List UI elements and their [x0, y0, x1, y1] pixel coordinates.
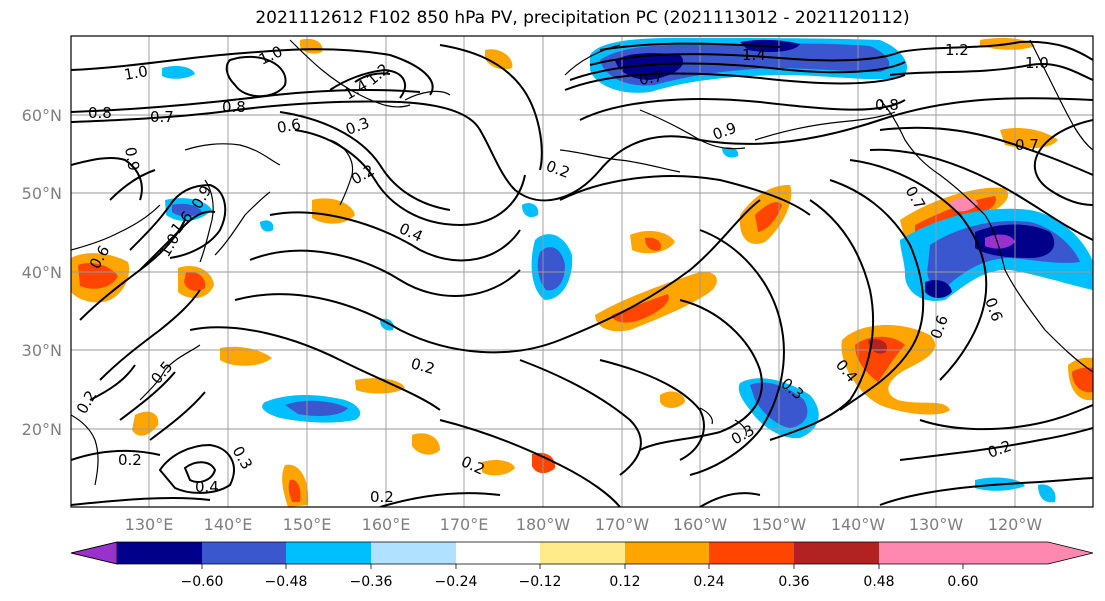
lon-label: 160°E	[362, 515, 411, 534]
lat-label: 20°N	[22, 420, 62, 439]
colorbar-segment	[709, 542, 794, 564]
lon-label: 120°W	[988, 515, 1043, 534]
lon-label: 160°W	[673, 515, 728, 534]
contour-label: 0.8	[88, 104, 112, 122]
contour-label: 0.7	[638, 67, 665, 89]
colorbar-segment	[371, 542, 456, 564]
colorbar-tick: −0.60	[181, 574, 224, 590]
lon-label: 130°W	[909, 515, 964, 534]
colorbar-tick: 0.36	[778, 574, 809, 590]
contour-label: 0.4	[195, 478, 219, 496]
contour-label: 0.7	[1015, 136, 1039, 154]
lon-label: 170°E	[440, 515, 489, 534]
colorbar-tick: −0.48	[265, 574, 308, 590]
colorbar-segment	[202, 542, 286, 564]
colorbar-tick: 0.48	[863, 574, 894, 590]
lon-label: 180°W	[516, 515, 571, 534]
colorbar-tick: 0.12	[609, 574, 640, 590]
pv-contours	[71, 40, 1093, 507]
coastlines	[71, 39, 1093, 486]
colorbar-tick: −0.24	[435, 574, 478, 590]
colorbar-tick: −0.36	[350, 574, 393, 590]
contour-label: 0.6	[276, 115, 303, 137]
lat-label: 60°N	[22, 106, 62, 125]
contour-label: 1.2	[945, 41, 969, 59]
map-title: 2021112612 F102 850 hPa PV, precipitatio…	[255, 8, 910, 28]
lat-label: 40°N	[22, 263, 62, 282]
lon-label: 130°E	[125, 515, 174, 534]
colorbar-segment	[625, 542, 709, 564]
latitude-labels: 60°N 50°N 40°N 30°N 20°N	[22, 106, 62, 439]
colorbar-tick: −0.12	[519, 574, 562, 590]
contour-label: 0.8	[222, 98, 246, 116]
gridlines	[71, 36, 1093, 507]
contour-label: 1.4	[742, 46, 766, 64]
contour-label: 0.7	[150, 108, 174, 126]
colorbar-segment	[879, 542, 963, 564]
contour-label: 1.0	[1025, 54, 1049, 72]
lon-label: 140°W	[831, 515, 886, 534]
longitude-labels: 130°E 140°E 150°E 160°E 170°E 180°W 170°…	[125, 515, 1043, 534]
lat-label: 30°N	[22, 341, 62, 360]
lon-label: 150°E	[283, 515, 332, 534]
contour-label: 0.8	[875, 96, 899, 114]
lon-label: 140°E	[204, 515, 253, 534]
colorbar: −0.60 −0.48 −0.36 −0.24 −0.12 0.12 0.24 …	[70, 541, 1094, 590]
colorbar-tick: 0.60	[947, 574, 978, 590]
colorbar-segment	[456, 542, 540, 564]
colorbar-tick: 0.24	[693, 574, 724, 590]
colorbar-segment	[794, 542, 879, 564]
lon-label: 170°W	[595, 515, 650, 534]
contour-label: 0.2	[409, 354, 437, 378]
contour-label: 0.9	[121, 146, 143, 173]
colorbar-segment	[286, 542, 371, 564]
colorbar-segment	[540, 542, 625, 564]
contour-label: 1.0	[123, 62, 150, 84]
lon-label: 150°W	[752, 515, 807, 534]
colorbar-segment	[117, 542, 202, 564]
colorbar-extend-left	[70, 541, 118, 565]
lat-label: 50°N	[22, 184, 62, 203]
contour-label: 0.2	[370, 488, 394, 506]
contour-label: 0.2	[118, 451, 142, 469]
colorbar-extend-right	[963, 542, 1093, 564]
